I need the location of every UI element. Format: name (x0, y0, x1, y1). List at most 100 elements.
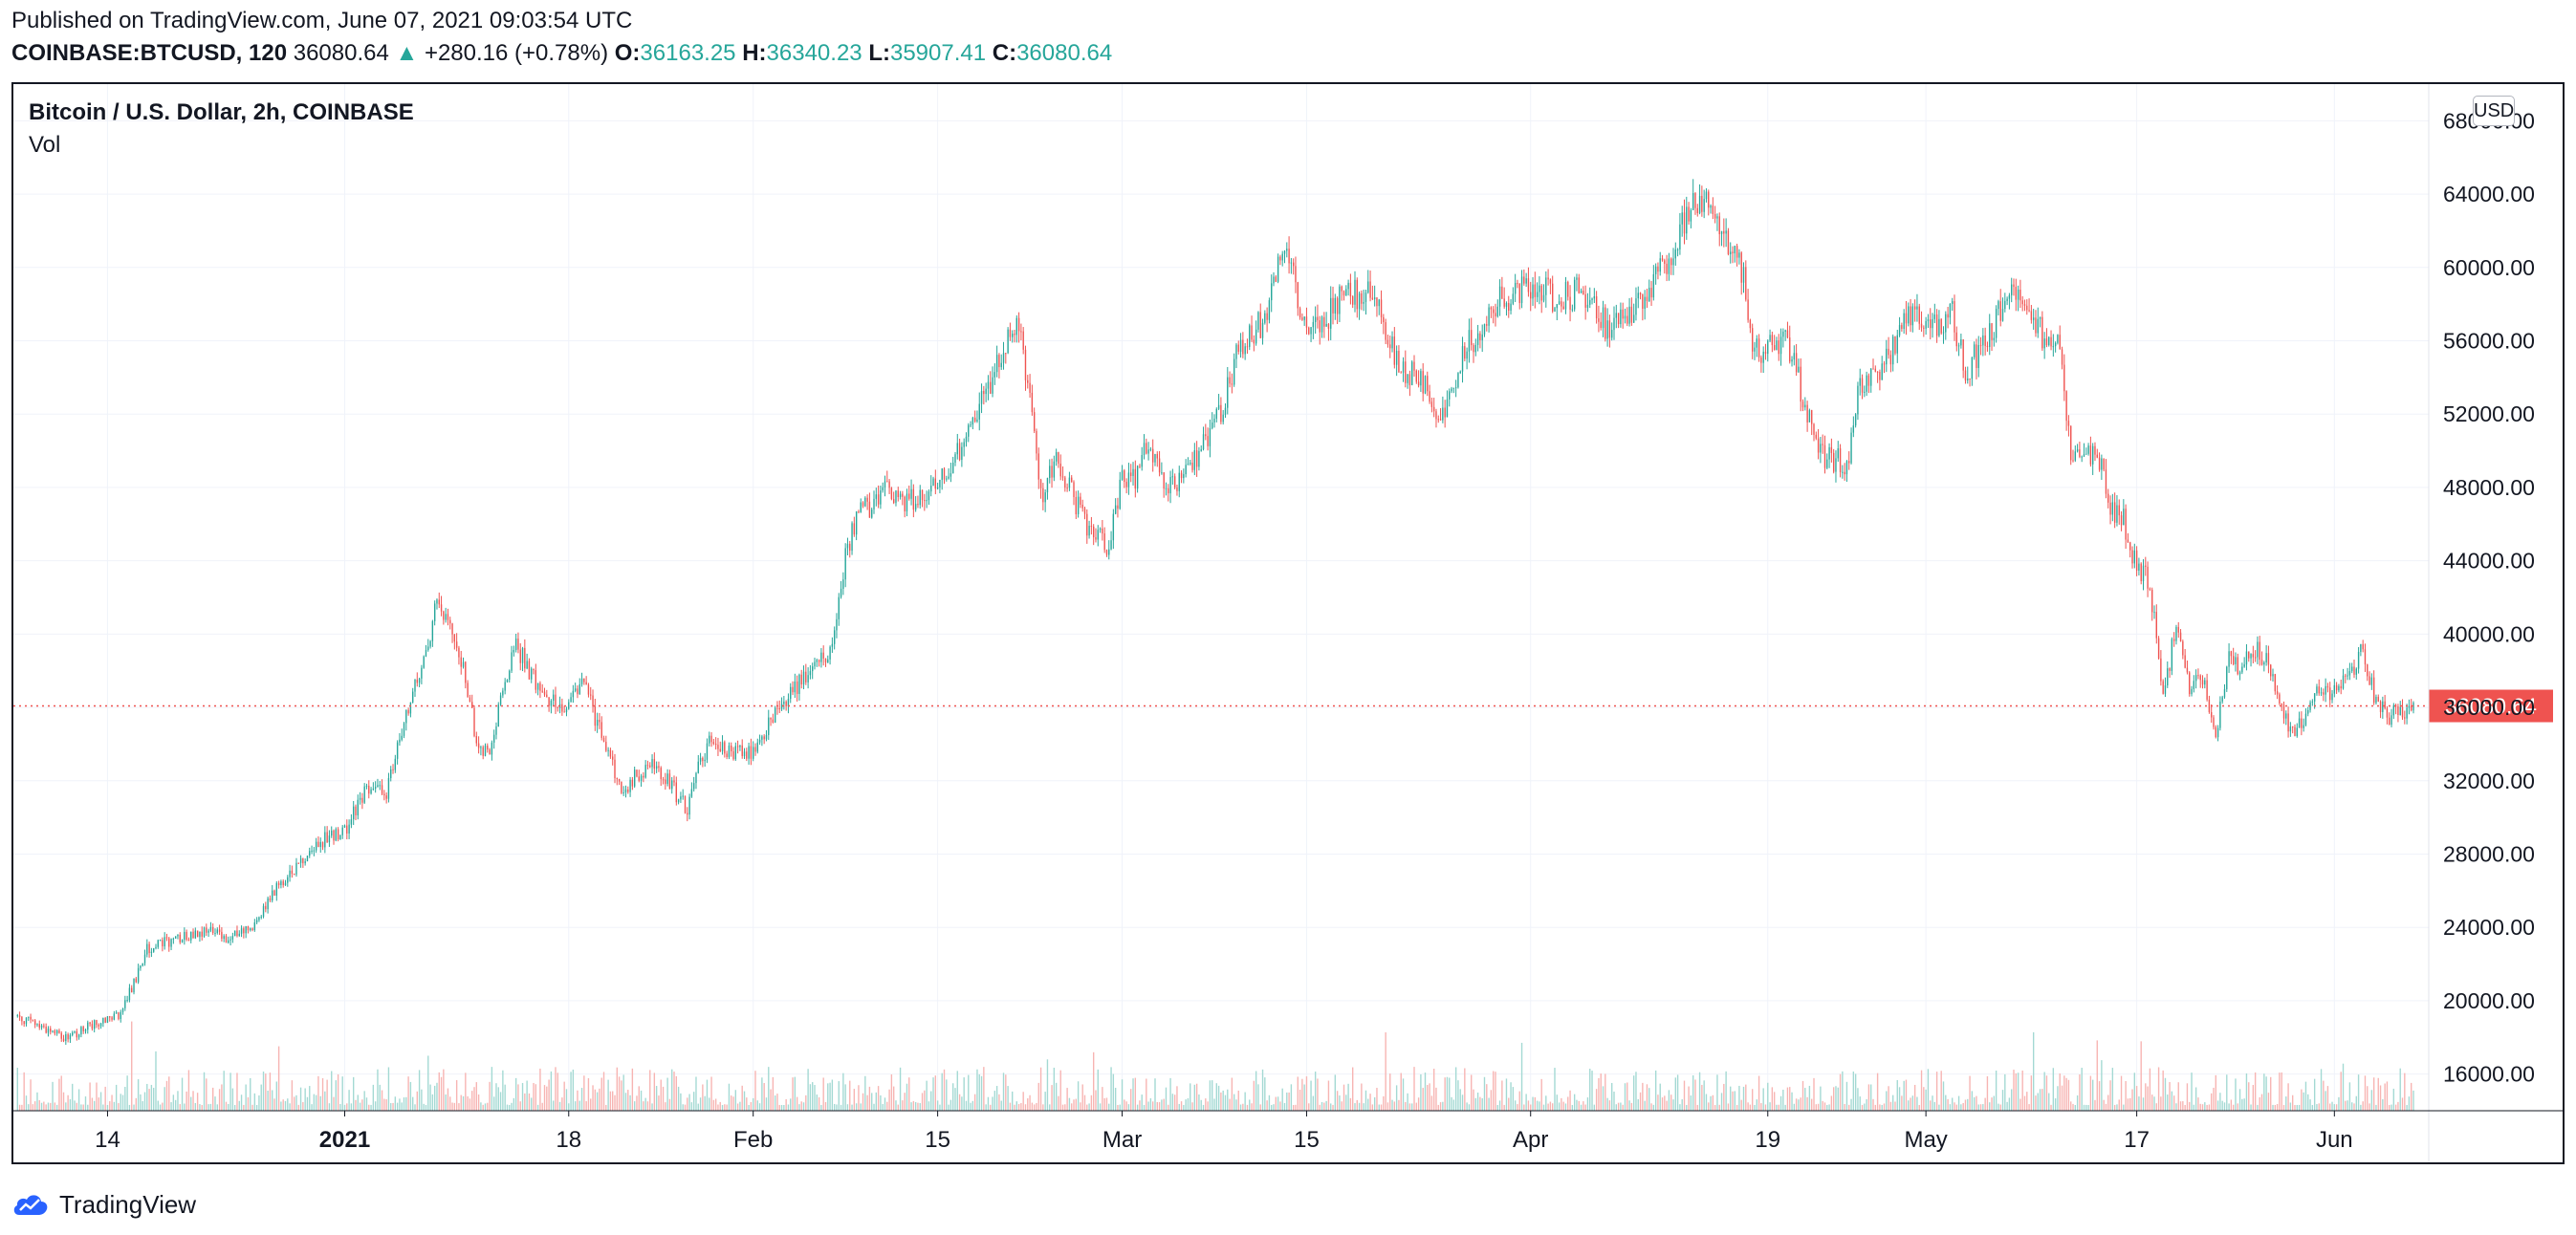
volume-bar (1696, 1104, 1698, 1111)
candle-body (2081, 456, 2083, 458)
candle-body (1457, 373, 1459, 388)
volume-bar (1413, 1067, 1415, 1111)
candle-body (614, 759, 616, 779)
candle-body (2411, 705, 2412, 711)
volume-bar (1444, 1077, 1446, 1111)
volume-bar (399, 1098, 401, 1111)
volume-bar (2243, 1098, 2245, 1111)
volume-bar (2094, 1099, 2096, 1111)
volume-bar (238, 1100, 240, 1111)
candle-body (1452, 387, 1455, 389)
volume-bar (717, 1104, 719, 1111)
candle-body (2221, 697, 2223, 702)
candle-body (1380, 299, 1383, 317)
candle-body (902, 493, 904, 497)
volume-bar (28, 1104, 30, 1111)
volume-bar (2037, 1093, 2039, 1111)
candle-body (712, 742, 715, 745)
volume-bar (390, 1103, 392, 1111)
volume-bar (2169, 1082, 2171, 1111)
candle-body (2331, 693, 2333, 701)
candle-body (1422, 371, 1424, 394)
volume-bar (363, 1091, 365, 1111)
candle-body (2145, 565, 2147, 567)
candle-body (653, 759, 656, 769)
candle-body (570, 697, 572, 703)
volume-bar (2382, 1098, 2384, 1111)
volume-bar (842, 1072, 844, 1111)
candle-body (739, 745, 741, 748)
candle-body (864, 497, 866, 507)
candle-body (1571, 309, 1574, 311)
volume-bar (1773, 1092, 1776, 1111)
volume-bar (2201, 1104, 2204, 1111)
volume-bar (1920, 1070, 1923, 1111)
candle-body (1398, 351, 1400, 373)
price-axis: 16000.0020000.0024000.0028000.0032000.00… (2428, 84, 2535, 1162)
candle-body (976, 419, 978, 422)
candle-body (2230, 651, 2233, 657)
volume-bar (394, 1096, 397, 1111)
volume-bar (1628, 1100, 1630, 1111)
volume-bar (1679, 1104, 1681, 1111)
candle-body (1901, 325, 1903, 329)
volume-bar (1259, 1104, 1261, 1111)
candle-body (1209, 427, 1212, 446)
candle-body (1569, 296, 1571, 310)
volume-bar (539, 1068, 541, 1111)
candle-body (1143, 443, 1146, 455)
volume-bar (2326, 1086, 2329, 1111)
candle-body (2032, 317, 2035, 320)
volume-bar (1103, 1097, 1105, 1111)
candle-body (1033, 412, 1036, 432)
volume-bar (2072, 1103, 2074, 1111)
candle-body (2270, 664, 2272, 677)
volume-bar (1288, 1092, 1290, 1111)
candle-body (2254, 657, 2257, 659)
volume-bar (1692, 1074, 1694, 1111)
candle-body (1848, 461, 1850, 464)
volume-bar (690, 1102, 693, 1111)
candle-body (2116, 505, 2118, 523)
volume-bar (194, 1102, 197, 1111)
volume-bar (585, 1101, 587, 1111)
volume-bar (1989, 1102, 1991, 1111)
candle-body (1632, 314, 1635, 323)
candle-body (2208, 699, 2211, 713)
volume-bar (1264, 1077, 1266, 1111)
candle-body (223, 936, 225, 940)
volume-bar (855, 1103, 858, 1111)
candle-body (1679, 224, 1681, 249)
volume-bar (548, 1079, 550, 1111)
volume-bar (401, 1102, 403, 1111)
candle-body (1696, 207, 1698, 213)
volume-bar (2397, 1101, 2399, 1111)
volume-bar (2412, 1090, 2414, 1111)
candle-body (1947, 314, 1949, 318)
candle-body (2019, 290, 2021, 301)
last-price-label: 36080.64 (2445, 694, 2537, 719)
volume-bar (370, 1104, 372, 1111)
candle-body (489, 749, 491, 755)
candle-body (622, 792, 624, 794)
volume-bar (1854, 1073, 1857, 1111)
candle-body (1437, 419, 1439, 421)
candle-body (2103, 458, 2105, 470)
volume-bar (1029, 1094, 1031, 1111)
volume-bar (1779, 1095, 1782, 1111)
chart-frame[interactable] (11, 82, 2565, 1164)
tradingview-logo[interactable]: TradingView (11, 1185, 196, 1224)
volume-bar (2320, 1069, 2323, 1111)
volume-bar (2267, 1093, 2270, 1111)
candle-body (295, 862, 297, 875)
candle-body (1088, 526, 1090, 536)
volume-bar (111, 1094, 113, 1111)
currency-button[interactable]: USD (2473, 96, 2515, 126)
candle-body (1806, 404, 1808, 422)
price-change: +280.16 (+0.78%) (424, 40, 609, 66)
volume-bar (695, 1076, 697, 1111)
volume-bar (396, 1102, 399, 1111)
volume-bar (2238, 1089, 2241, 1111)
candle-body (2345, 675, 2347, 677)
